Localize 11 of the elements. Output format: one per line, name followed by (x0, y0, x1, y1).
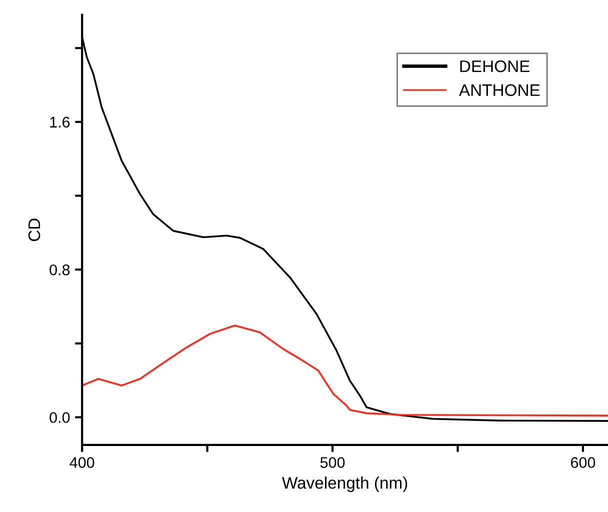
y-axis-title: CD (28, 218, 40, 242)
legend-label: ANTHONE (458, 84, 540, 96)
legend-label: DEHONE (460, 60, 530, 72)
y-tick-label: 0.8 (50, 264, 70, 276)
line-series (82, 324, 608, 416)
x-tick-label: 500 (320, 457, 345, 468)
y-tick-label: 1.6 (50, 116, 70, 128)
x-axis-title: Wavelength (nm) (282, 476, 408, 492)
y-tick-label: 0.0 (50, 412, 70, 423)
x-tick-label: 600 (570, 457, 596, 468)
x-tick-label: 400 (70, 457, 94, 468)
